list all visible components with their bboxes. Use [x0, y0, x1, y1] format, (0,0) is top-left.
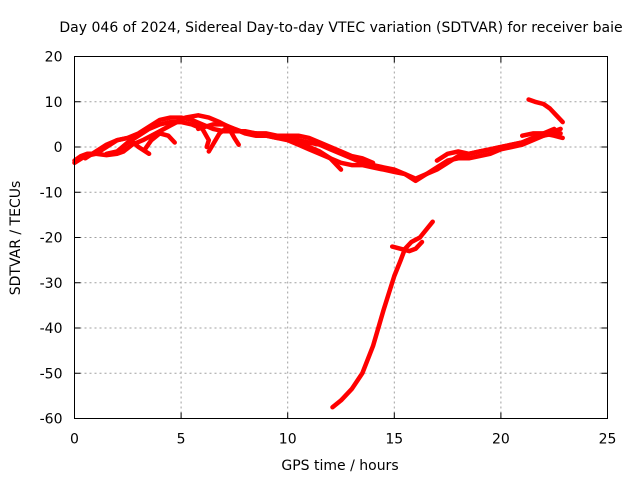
series-line-track-c	[82, 135, 152, 161]
y-tick-label: -40	[40, 321, 63, 337]
x-tick-label: 10	[279, 432, 297, 448]
series-line-track-h	[253, 131, 376, 166]
series-line-track-a	[72, 113, 563, 184]
series-line-track-j	[526, 97, 565, 125]
x-tick-label: 15	[385, 432, 403, 448]
series-group	[72, 97, 565, 410]
series-line-track-d	[104, 119, 212, 157]
y-tick-label: -30	[40, 276, 63, 292]
y-tick-label: 10	[45, 95, 63, 111]
series-line-track-k	[519, 131, 565, 141]
y-tick-label: -50	[40, 366, 63, 382]
x-tick-labels: 0 5 10 15 20 25	[70, 432, 616, 448]
series-line-track-e	[142, 131, 177, 152]
y-tick-labels: 20 10 0 -10 -20 -30 -40 -50 -60	[40, 50, 63, 428]
x-tick-label: 25	[599, 432, 617, 448]
y-tick-label: -10	[40, 185, 63, 201]
plot-frame	[74, 56, 608, 419]
y-axis-label: SDTVAR / TECUs	[8, 181, 24, 296]
y-tick-label: -60	[40, 412, 63, 428]
x-axis-label: GPS time / hours	[281, 458, 398, 474]
chart-title: Day 046 of 2024, Sidereal Day-to-day VTE…	[59, 20, 622, 36]
x-tick-label: 20	[492, 432, 510, 448]
y-tick-label: 0	[54, 140, 63, 156]
series-line-track-i	[434, 126, 557, 163]
y-tick-label: -20	[40, 231, 63, 247]
series-line-track-m	[389, 239, 425, 254]
series-line-track-g	[206, 124, 241, 154]
series-line-track-l	[330, 219, 435, 410]
y-tick-label: 20	[45, 50, 63, 66]
x-tick-label: 0	[70, 432, 79, 448]
x-tick-label: 5	[177, 432, 186, 448]
grid	[74, 56, 608, 419]
